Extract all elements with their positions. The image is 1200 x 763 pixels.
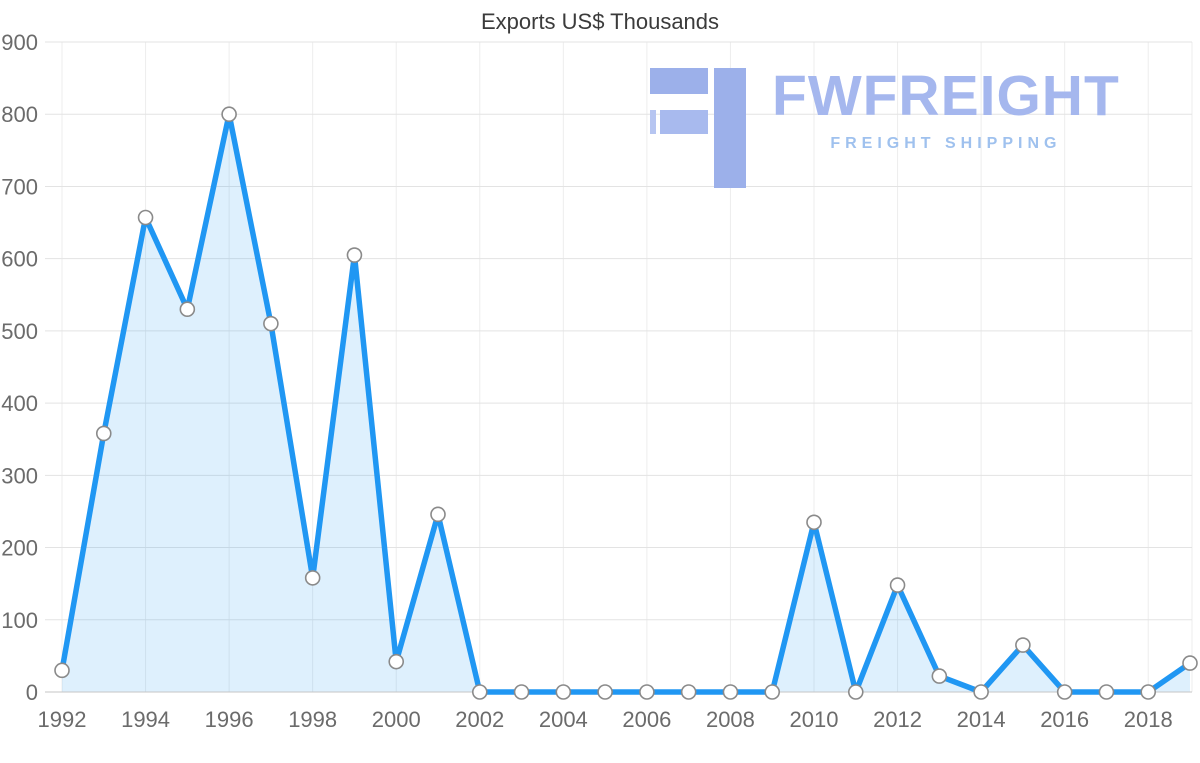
data-point[interactable] bbox=[54, 662, 70, 679]
data-point[interactable] bbox=[430, 506, 446, 523]
y-tick-label: 300 bbox=[1, 463, 38, 488]
y-tick-label: 800 bbox=[1, 102, 38, 127]
y-tick-label: 400 bbox=[1, 391, 38, 416]
data-point[interactable] bbox=[304, 570, 321, 586]
data-point[interactable] bbox=[889, 577, 906, 593]
y-tick-label: 700 bbox=[1, 174, 38, 199]
logo-tagline: FREIGHT SHIPPING bbox=[830, 135, 1062, 152]
series-line bbox=[59, 111, 1193, 695]
data-point[interactable] bbox=[847, 684, 864, 700]
logo-text: FWFREIGHT FREIGHT SHIPPING bbox=[772, 68, 1120, 153]
x-tick-label: 2012 bbox=[873, 707, 922, 732]
data-point[interactable] bbox=[722, 684, 739, 700]
data-point[interactable] bbox=[346, 247, 363, 263]
y-tick-label: 900 bbox=[1, 30, 38, 55]
watermark-logo: FWFREIGHT FREIGHT SHIPPING bbox=[650, 68, 1120, 188]
data-point[interactable] bbox=[388, 653, 405, 670]
y-tick-label: 100 bbox=[1, 608, 38, 633]
x-tick-label: 2002 bbox=[455, 707, 504, 732]
x-tick-label: 2000 bbox=[372, 707, 421, 732]
data-point[interactable] bbox=[513, 684, 530, 700]
x-tick-label: 2018 bbox=[1124, 707, 1173, 732]
x-tick-label: 2004 bbox=[539, 707, 588, 732]
data-point[interactable] bbox=[597, 684, 613, 700]
data-point[interactable] bbox=[555, 684, 572, 700]
data-point[interactable] bbox=[680, 684, 697, 700]
data-point[interactable] bbox=[221, 106, 237, 123]
data-point[interactable] bbox=[95, 425, 112, 442]
data-point[interactable] bbox=[1056, 684, 1073, 700]
x-tick-label: 1992 bbox=[38, 707, 87, 732]
x-tick-label: 2014 bbox=[957, 707, 1006, 732]
x-tick-label: 2008 bbox=[706, 707, 755, 732]
x-tick-label: 2010 bbox=[790, 707, 839, 732]
data-point[interactable] bbox=[973, 684, 989, 700]
x-tick-label: 1994 bbox=[121, 707, 170, 732]
x-tick-label: 1998 bbox=[288, 707, 337, 732]
x-tick-label: 2016 bbox=[1040, 707, 1089, 732]
data-point[interactable] bbox=[806, 514, 822, 531]
data-point[interactable] bbox=[1098, 684, 1115, 700]
x-tick-label: 2006 bbox=[622, 707, 671, 732]
logo-glyph-icon bbox=[650, 68, 746, 188]
data-point[interactable] bbox=[179, 301, 196, 318]
data-point[interactable] bbox=[471, 684, 488, 700]
series-area-fill bbox=[62, 114, 1190, 692]
chart-title: Exports US$ Thousands bbox=[480, 9, 720, 34]
y-tick-label: 0 bbox=[26, 680, 38, 705]
logo-name: FWFREIGHT bbox=[772, 64, 1120, 128]
data-point[interactable] bbox=[639, 684, 655, 700]
y-tick-label: 600 bbox=[1, 247, 38, 272]
data-point[interactable] bbox=[263, 315, 279, 332]
y-tick-label: 500 bbox=[1, 319, 38, 344]
x-tick-label: 1996 bbox=[205, 707, 254, 732]
y-tick-label: 200 bbox=[1, 536, 38, 561]
data-point[interactable] bbox=[1182, 655, 1198, 671]
data-point[interactable] bbox=[764, 684, 781, 700]
data-point[interactable] bbox=[931, 668, 948, 684]
data-point[interactable] bbox=[1015, 637, 1031, 653]
data-point[interactable] bbox=[137, 209, 154, 226]
data-point[interactable] bbox=[1140, 684, 1157, 700]
